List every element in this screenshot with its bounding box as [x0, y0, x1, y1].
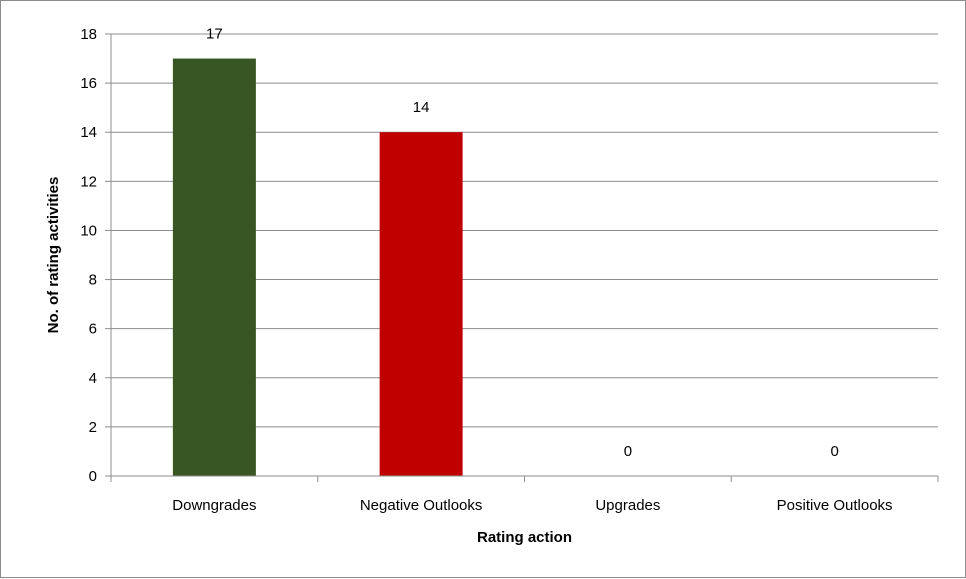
data-label: 17 — [206, 26, 223, 43]
x-category-label: Positive Outlooks — [777, 497, 893, 514]
x-category-labels: Downgrades Negative Outlooks Upgrades Posit… — [172, 497, 892, 514]
data-labels: 17 14 0 0 — [206, 26, 839, 460]
y-tick-labels: 0 2 4 6 8 10 12 14 16 18 — [80, 26, 97, 485]
y-tick-label: 8 — [89, 272, 97, 289]
y-tick-label: 10 — [80, 222, 97, 239]
x-category-label: Upgrades — [595, 497, 660, 514]
bars — [172, 58, 463, 477]
data-label: 0 — [624, 443, 632, 460]
y-tick-label: 0 — [89, 468, 97, 485]
bar-downgrades — [172, 58, 256, 477]
axes — [105, 33, 939, 482]
y-tick-label: 6 — [89, 321, 97, 338]
y-tick-label: 14 — [80, 124, 97, 141]
bar-negative-outlooks — [379, 132, 463, 476]
y-tick-label: 16 — [80, 75, 97, 92]
x-category-label: Negative Outlooks — [360, 497, 483, 514]
y-tick-label: 12 — [80, 173, 97, 190]
y-tick-label: 18 — [80, 26, 97, 43]
x-category-label: Downgrades — [172, 497, 256, 514]
x-axis-title: Rating action — [477, 529, 572, 546]
y-tick-label: 2 — [89, 419, 97, 436]
y-tick-label: 4 — [89, 370, 97, 387]
data-label: 0 — [830, 443, 838, 460]
data-label: 14 — [413, 99, 430, 116]
y-axis-title: No. of rating activities — [45, 177, 62, 334]
